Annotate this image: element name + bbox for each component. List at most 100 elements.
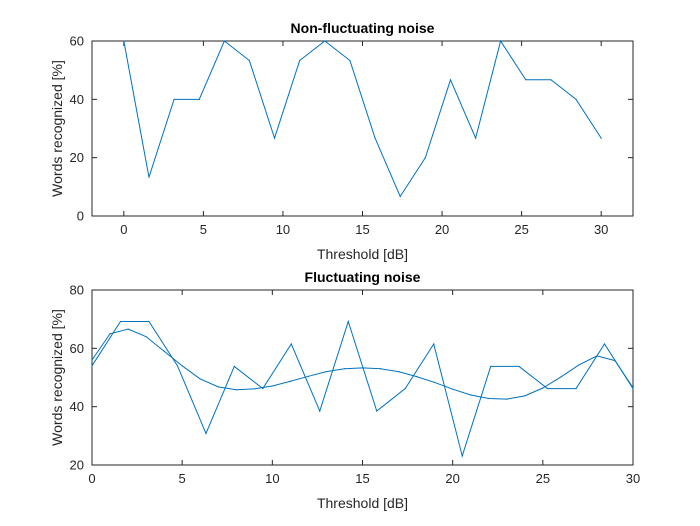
- bottom-series-1-point: [603, 343, 606, 345]
- top-plot-area: [91, 40, 634, 217]
- top-y-tick-label: 40: [70, 92, 84, 107]
- bottom-series-2-point: [145, 336, 147, 338]
- bottom-series-1-point: [376, 410, 378, 412]
- top-x-tick-label: 25: [514, 222, 528, 237]
- top-y-axis-label: Words recognized [%]: [49, 60, 65, 197]
- top-y-tick-label: 20: [70, 150, 84, 165]
- bottom-x-tick-label: 5: [179, 471, 186, 486]
- top-x-axis-label: Threshold [dB]: [317, 246, 408, 262]
- top-y-ticks: 0 20 40 60: [70, 34, 633, 224]
- bottom-series-2-point: [325, 371, 328, 373]
- bottom-series-2-point: [434, 381, 436, 384]
- bottom-series-2-point: [470, 394, 472, 396]
- bottom-series-1-point: [319, 410, 321, 412]
- bottom-series-2-point: [235, 389, 237, 391]
- top-series-1-point: [198, 98, 200, 100]
- bottom-x-tick-label: 0: [88, 471, 95, 486]
- bottom-series-1-point: [461, 455, 463, 457]
- top-series-1-point: [248, 59, 250, 62]
- bottom-series-2-point: [560, 376, 562, 378]
- bottom-x-tick-label: 15: [355, 471, 369, 486]
- top-series-1-point: [123, 40, 125, 42]
- bottom-x-tick-label: 20: [445, 471, 459, 486]
- bottom-y-tick-label: 60: [70, 341, 84, 356]
- bottom-y-ticks: 20 40 60 80: [70, 283, 633, 473]
- top-series-1-point: [475, 137, 477, 139]
- top-series-1-point: [374, 137, 376, 139]
- top-series-1-point: [600, 137, 602, 139]
- bottom-series-1-point: [518, 365, 520, 368]
- bottom-series-2-point: [217, 386, 219, 388]
- top-series-1-point: [449, 79, 452, 81]
- bottom-x-tick-label: 10: [265, 471, 279, 486]
- top-series-1-point: [299, 59, 301, 62]
- bottom-series-2-point: [632, 387, 634, 389]
- bottom-series-2-point: [452, 388, 454, 390]
- top-series-1-point: [349, 59, 351, 62]
- top-x-tick-label: 10: [276, 222, 290, 237]
- bottom-series-1-point: [290, 343, 292, 345]
- bottom-x-tick-label: 30: [626, 471, 640, 486]
- bottom-series-1-point: [632, 387, 634, 390]
- bottom-series-2-point: [361, 367, 364, 369]
- top-series-line-1: [123, 39, 602, 198]
- bottom-series-2-point: [199, 378, 201, 380]
- top-y-tick-label: 60: [70, 34, 84, 49]
- bottom-series-1-point: [404, 387, 406, 390]
- bottom-chart-title: Fluctuating noise: [305, 269, 421, 285]
- top-x-tick-label: 20: [435, 222, 449, 237]
- top-series: [123, 39, 602, 198]
- bottom-x-tick-label: 25: [536, 471, 550, 486]
- top-chart-title: Non-fluctuating noise: [291, 20, 435, 36]
- bottom-series-2-point: [596, 355, 598, 357]
- bottom-series-1-point: [233, 365, 235, 368]
- bottom-y-tick-label: 20: [70, 458, 84, 473]
- bottom-y-axis-label: Words recognized [%]: [49, 309, 65, 446]
- bottom-series-1-point: [262, 387, 264, 390]
- bottom-series-1-point: [205, 432, 207, 435]
- top-series-1-point: [223, 40, 225, 42]
- bottom-x-axis-label: Threshold [dB]: [317, 495, 408, 511]
- top-y-tick-label: 0: [77, 209, 84, 224]
- bottom-series-1-point: [119, 320, 122, 323]
- top-series-1-point: [273, 137, 276, 139]
- top-series-1-point: [324, 40, 326, 42]
- top-x-tick-label: 30: [594, 222, 608, 237]
- top-series-1-point: [148, 176, 150, 178]
- bottom-series-2-point: [379, 368, 382, 370]
- top-axes: Non-fluctuating noise Threshold [dB] Wor…: [49, 20, 634, 262]
- bottom-series-2-point: [542, 387, 544, 389]
- bottom-series-1-point: [433, 343, 435, 345]
- bottom-series-1-point: [91, 365, 93, 367]
- top-x-tick-label: 5: [200, 222, 207, 237]
- top-x-tick-label: 15: [355, 222, 369, 237]
- bottom-series-2-point: [253, 388, 255, 390]
- bottom-series-2-point: [506, 398, 508, 400]
- top-x-ticks: 0 5 10 15 20 25 30: [120, 41, 608, 237]
- bottom-series-1-point: [490, 365, 492, 368]
- bottom-series-2-point: [163, 350, 165, 352]
- bottom-series: [91, 319, 634, 458]
- bottom-series-2-point: [127, 328, 129, 330]
- bottom-series-2-point: [614, 359, 616, 362]
- bottom-series-2-point: [524, 395, 526, 397]
- bottom-series-2-point: [289, 380, 291, 382]
- top-series-1-point: [525, 79, 527, 81]
- bottom-series-1-point: [176, 365, 179, 367]
- bottom-series-2-point: [397, 371, 400, 373]
- bottom-series-2-point: [109, 333, 111, 335]
- bottom-series-2-point: [91, 359, 93, 361]
- bottom-series-2-point: [488, 397, 490, 400]
- bottom-axes: Fluctuating noise Threshold [dB] Words r…: [49, 269, 640, 511]
- bottom-plot-area: [91, 289, 634, 466]
- bottom-series-2-point: [578, 364, 580, 366]
- top-series-1-point: [500, 40, 502, 42]
- bottom-series-line-1: [91, 319, 634, 458]
- top-series-1-point: [424, 157, 426, 159]
- bottom-series-1-point: [347, 320, 349, 323]
- top-series-1-point: [173, 98, 175, 100]
- top-x-tick-label: 0: [120, 222, 127, 237]
- bottom-x-ticks: 0 5 10 15 20 25 30: [88, 290, 640, 486]
- top-series-1-point: [399, 195, 401, 198]
